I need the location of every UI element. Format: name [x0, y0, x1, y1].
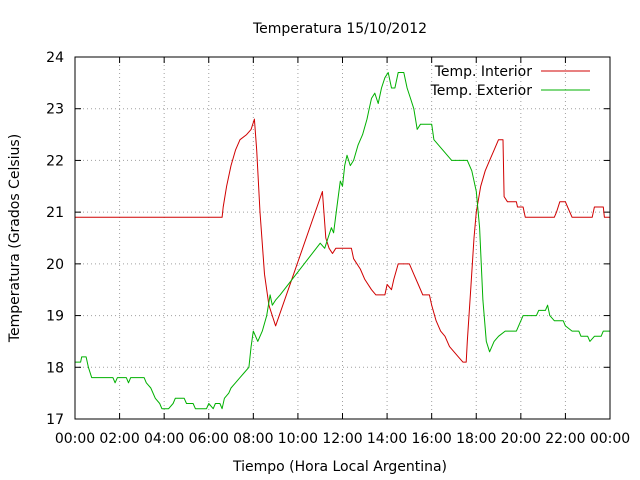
x-tick-label: 06:00 [189, 431, 229, 447]
series-line-temp-exterior [75, 72, 610, 410]
series-layer [75, 72, 610, 410]
y-tick-label: 23 [46, 102, 64, 118]
plot-frame [74, 56, 611, 420]
grid-lines [75, 57, 610, 419]
x-tick-label: 18:00 [456, 431, 496, 447]
x-tick-label: 16:00 [411, 431, 451, 447]
x-tick-label: 10:00 [278, 431, 318, 447]
x-tick-label: 22:00 [545, 431, 585, 447]
tick-labels: 00:00 02:00 04:00 06:00 08:00 10:00 12:00 14:00… [46, 50, 630, 447]
x-tick-label: 08:00 [233, 431, 273, 447]
x-axis-label: Tiempo (Hora Local Argentina) [232, 459, 447, 475]
series-line-temp-interior [75, 118, 610, 363]
axis-ticks [74, 56, 611, 420]
legend-label: Temp. Exterior [430, 83, 533, 99]
x-tick-label: 14:00 [367, 431, 407, 447]
y-tick-label: 20 [46, 257, 64, 273]
legend: Temp. Interior Temp. Exterior [430, 64, 590, 99]
x-tick-label: 02:00 [99, 431, 139, 447]
y-axis-label: Temperatura (Grados Celsius) [7, 134, 23, 343]
chart-title: Temperatura 15/10/2012 [252, 21, 427, 37]
y-tick-label: 18 [46, 360, 64, 376]
y-tick-label: 19 [46, 309, 64, 325]
x-tick-label: 12:00 [322, 431, 362, 447]
y-tick-label: 17 [46, 412, 64, 428]
y-tick-label: 24 [46, 50, 64, 66]
x-tick-label: 04:00 [144, 431, 184, 447]
x-tick-label: 00:00 [590, 431, 630, 447]
x-tick-label: 00:00 [55, 431, 95, 447]
y-tick-label: 21 [46, 205, 64, 221]
x-tick-label: 20:00 [501, 431, 541, 447]
y-tick-label: 22 [46, 153, 64, 169]
legend-label: Temp. Interior [434, 64, 533, 80]
